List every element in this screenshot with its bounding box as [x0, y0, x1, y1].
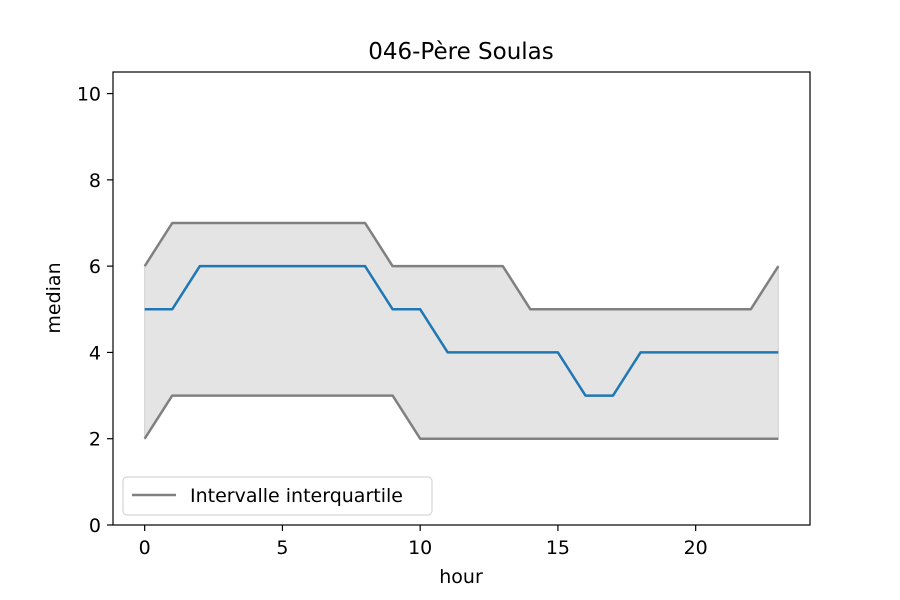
axes: 0 5 10 15 20 0 2 4 6 8 10: [77, 71, 811, 559]
y-tick-label: 0: [89, 515, 101, 537]
x-axis-label: hour: [439, 566, 483, 588]
legend: Intervalle interquartile: [122, 476, 433, 516]
x-tick-label: 15: [546, 537, 570, 559]
y-tick-label: 2: [89, 429, 101, 451]
legend-box: [122, 476, 433, 516]
series-median-line: [144, 264, 779, 397]
axes-frame: [112, 71, 811, 526]
plot-area: [143, 221, 780, 441]
x-tick-label: 20: [684, 537, 708, 559]
x-tick-label: 0: [139, 537, 151, 559]
series-q1-line: [143, 394, 779, 440]
y-tick-label: 10: [77, 84, 101, 106]
y-tick-label: 8: [89, 170, 101, 192]
y-tick-label: 6: [89, 256, 101, 278]
series-q3-line: [143, 221, 780, 311]
chart-title: 046-Père Soulas: [368, 39, 554, 65]
y-tick-label: 4: [89, 342, 101, 364]
x-tick-label: 10: [408, 537, 432, 559]
y-axis-label: median: [43, 262, 65, 333]
legend-label: Intervalle interquartile: [190, 485, 403, 507]
x-tick-label: 5: [276, 537, 288, 559]
